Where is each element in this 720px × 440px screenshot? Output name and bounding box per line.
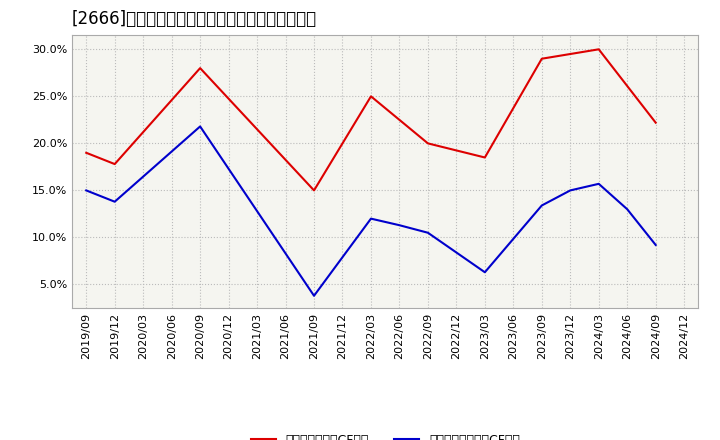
有利子負債フリーCF比率 xyxy=(395,223,404,228)
Line: 有利子負債営業CF比率: 有利子負債営業CF比率 xyxy=(86,49,656,191)
有利子負債フリーCF比率 xyxy=(423,230,432,235)
有利子負債フリーCF比率 xyxy=(566,188,575,193)
有利子負債フリーCF比率 xyxy=(82,188,91,193)
有利子負債営業CF比率 xyxy=(537,56,546,61)
有利子負債フリーCF比率 xyxy=(196,124,204,129)
有利子負債営業CF比率 xyxy=(196,66,204,71)
有利子負債フリーCF比率 xyxy=(480,270,489,275)
有利子負債営業CF比率 xyxy=(480,155,489,160)
有利子負債フリーCF比率 xyxy=(110,199,119,204)
有利子負債営業CF比率 xyxy=(595,47,603,52)
有利子負債営業CF比率 xyxy=(310,188,318,193)
有利子負債フリーCF比率 xyxy=(310,293,318,298)
Text: [2666]　有利子負債キャッシュフロー比率の推移: [2666] 有利子負債キャッシュフロー比率の推移 xyxy=(72,10,317,28)
Line: 有利子負債フリーCF比率: 有利子負債フリーCF比率 xyxy=(86,126,656,296)
Legend: 有利子負債営業CF比率, 有利子負債フリーCF比率: 有利子負債営業CF比率, 有利子負債フリーCF比率 xyxy=(246,429,525,440)
有利子負債フリーCF比率 xyxy=(652,242,660,248)
有利子負債フリーCF比率 xyxy=(366,216,375,221)
有利子負債営業CF比率 xyxy=(566,51,575,57)
有利子負債フリーCF比率 xyxy=(595,181,603,187)
有利子負債フリーCF比率 xyxy=(537,203,546,208)
有利子負債営業CF比率 xyxy=(82,150,91,155)
有利子負債営業CF比率 xyxy=(110,161,119,167)
有利子負債フリーCF比率 xyxy=(623,207,631,212)
有利子負債営業CF比率 xyxy=(423,141,432,146)
有利子負債営業CF比率 xyxy=(366,94,375,99)
有利子負債営業CF比率 xyxy=(652,120,660,125)
